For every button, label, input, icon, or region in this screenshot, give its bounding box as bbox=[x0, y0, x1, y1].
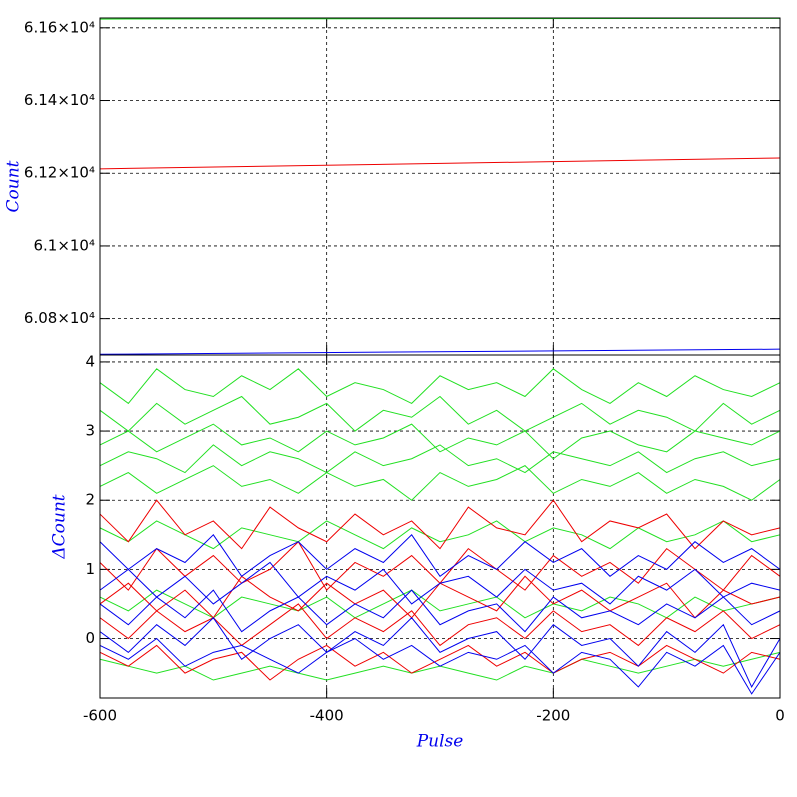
data-line bbox=[99, 444, 781, 474]
x-tick-label: -200 bbox=[536, 707, 570, 725]
data-line bbox=[99, 368, 781, 405]
y-tick-label: 2 bbox=[85, 491, 95, 509]
data-line bbox=[99, 644, 781, 681]
x-tick-label: -400 bbox=[310, 707, 344, 725]
y-axis-label: ΔCount bbox=[50, 494, 70, 559]
y-tick-label: 4 bbox=[85, 352, 95, 370]
data-line bbox=[99, 520, 781, 550]
y-tick-label: 6.16×10⁴ bbox=[24, 18, 95, 36]
y-tick-label: 6.08×10⁴ bbox=[24, 309, 95, 327]
plot-frame bbox=[99, 354, 781, 699]
data-line bbox=[99, 423, 781, 460]
data-line bbox=[99, 465, 781, 501]
y-tick-label: 1 bbox=[85, 560, 95, 578]
plot-frame bbox=[99, 17, 781, 356]
x-tick-label: 0 bbox=[775, 707, 785, 725]
data-line bbox=[99, 637, 781, 695]
data-line bbox=[99, 589, 781, 633]
y-axis-label: Count bbox=[4, 160, 24, 212]
data-line bbox=[99, 534, 781, 577]
y-tick-label: 6.14×10⁴ bbox=[24, 91, 95, 109]
y-tick-label: 0 bbox=[85, 629, 95, 647]
data-line bbox=[99, 589, 781, 619]
data-line bbox=[99, 157, 781, 170]
data-line bbox=[99, 499, 781, 550]
data-line bbox=[99, 348, 781, 355]
x-axis-label: Pulse bbox=[416, 732, 464, 752]
data-line bbox=[99, 395, 781, 432]
y-tick-label: 3 bbox=[85, 422, 95, 440]
y-tick-label: 6.1×10⁴ bbox=[33, 236, 95, 254]
data-line bbox=[99, 617, 781, 689]
y-tick-label: 6.12×10⁴ bbox=[24, 164, 95, 182]
data-line bbox=[99, 561, 781, 605]
x-tick-label: -600 bbox=[83, 707, 117, 725]
